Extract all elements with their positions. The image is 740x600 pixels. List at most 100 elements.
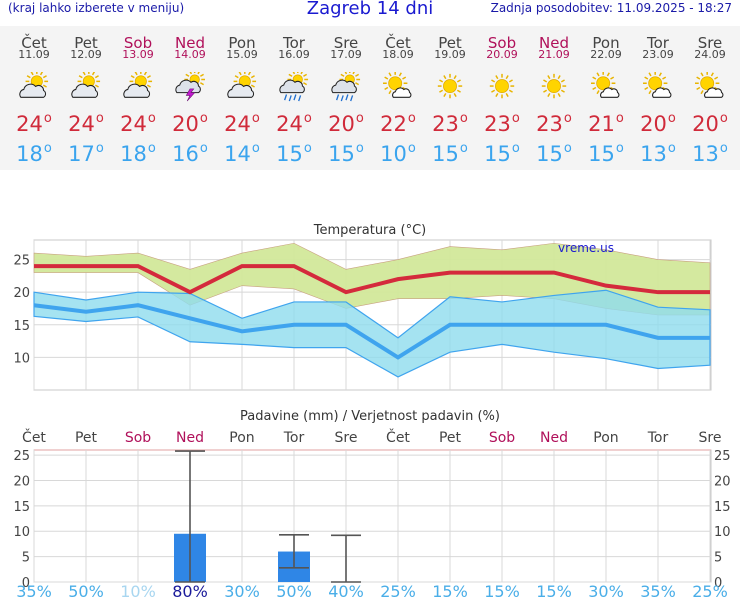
- sun-cloud-rain-icon: [279, 72, 309, 102]
- precipitation-probability-label: 25%: [692, 582, 728, 600]
- min-temperature: 18o: [112, 141, 164, 166]
- precipitation-day-label: Sre: [699, 430, 722, 446]
- precipitation-y-tick-label-left: 15: [13, 500, 30, 515]
- day-name: Pet: [438, 34, 462, 52]
- last-update: Zadnja posodobitev: 11.09.2025 - 18:27: [490, 1, 732, 15]
- precipitation-probability-label: 40%: [328, 582, 364, 600]
- page-title: Zagreb 14 dni: [306, 0, 434, 19]
- degree-sign: o: [251, 111, 260, 126]
- temperature-y-tick-label: 20: [13, 286, 30, 301]
- day-column: Pet 19.09 23o 15o: [424, 26, 476, 170]
- degree-sign: o: [459, 111, 468, 126]
- day-date: 21.09: [538, 48, 570, 61]
- location-menu-hint[interactable]: (kraj lahko izberete v meniju): [8, 1, 185, 15]
- precipitation-probability-label: 25%: [380, 582, 416, 600]
- precipitation-y-tick-label-right: 25: [714, 449, 731, 464]
- degree-sign: o: [563, 111, 572, 126]
- header: (kraj lahko izberete v meniju) Zagreb 14…: [0, 0, 740, 22]
- day-name: Pon: [592, 34, 620, 52]
- precipitation-probability-label: 30%: [588, 582, 624, 600]
- precipitation-day-label: Sre: [335, 430, 358, 446]
- temperature-y-tick-label: 25: [13, 254, 30, 269]
- day-date: 14.09: [174, 48, 206, 61]
- min-temperature: 13o: [632, 141, 684, 166]
- precipitation-day-label: Tor: [647, 430, 669, 446]
- temperature-y-tick-label: 15: [13, 319, 30, 334]
- degree-sign: o: [667, 141, 676, 156]
- min-temperature-value: 18: [120, 142, 147, 166]
- min-temperature-value: 14: [224, 142, 251, 166]
- min-temperature: 15o: [268, 141, 320, 166]
- min-temperature-line: [33, 303, 710, 360]
- degree-sign: o: [511, 111, 520, 126]
- degree-sign: o: [303, 111, 312, 126]
- max-temperature-value: 24: [120, 112, 147, 136]
- day-name: Tor: [647, 34, 669, 52]
- precipitation-day-label: Ned: [176, 430, 204, 446]
- day-date: 23.09: [642, 48, 674, 61]
- sun-small-cloud-icon: [695, 72, 724, 98]
- sun-icon: [541, 73, 567, 99]
- vreme-watermark: vreme.us: [558, 241, 614, 255]
- max-temperature: 23o: [528, 111, 580, 136]
- sun-small-cloud-icon: [591, 72, 620, 98]
- precipitation-y-tick-label-right: 15: [714, 500, 731, 515]
- day-date: 15.09: [226, 48, 258, 61]
- degree-sign: o: [95, 111, 104, 126]
- precipitation-probability-label: 15%: [432, 582, 468, 600]
- max-temperature-value: 20: [328, 112, 355, 136]
- degree-sign: o: [615, 111, 624, 126]
- sun-small-cloud-icon: [643, 72, 672, 98]
- degree-sign: o: [147, 111, 156, 126]
- precipitation-day-label: Sob: [125, 430, 151, 446]
- precipitation-day-label: Čet: [22, 428, 46, 446]
- degree-sign: o: [407, 111, 416, 126]
- degree-sign: o: [251, 141, 260, 156]
- min-temperature: 14o: [216, 141, 268, 166]
- min-temperature-value: 15: [276, 142, 303, 166]
- precipitation-y-tick-label-right: 10: [714, 525, 731, 540]
- max-temperature-value: 20: [172, 112, 199, 136]
- day-column: Ned 21.09 23o 15o: [528, 26, 580, 170]
- precipitation-day-label: Tor: [283, 430, 305, 446]
- precipitation-y-tick-label-left: 0: [22, 576, 30, 591]
- max-temperature-value: 24: [276, 112, 303, 136]
- day-name: Čet: [385, 34, 411, 52]
- degree-sign: o: [719, 111, 728, 126]
- thunderstorm-icon: [175, 72, 205, 102]
- max-temperature: 20o: [632, 111, 684, 136]
- precipitation-day-label: Pon: [229, 430, 254, 446]
- precipitation-probability-label: 80%: [172, 582, 208, 600]
- max-temperature-value: 23: [484, 112, 511, 136]
- precipitation-plot-area: [33, 449, 712, 583]
- precipitation-day-label: Ned: [540, 430, 568, 446]
- precipitation-y-tick-label-left: 5: [22, 551, 30, 566]
- precipitation-day-label: Čet: [386, 428, 410, 446]
- min-temperature: 13o: [684, 141, 736, 166]
- max-temperature: 20o: [164, 111, 216, 136]
- degree-sign: o: [147, 141, 156, 156]
- sun-cloud-icon: [19, 72, 49, 98]
- max-temperature-line: [34, 264, 710, 295]
- sun-cloud-icon: [123, 72, 153, 98]
- min-temperature-value: 16: [172, 142, 199, 166]
- min-temperature: 18o: [8, 141, 60, 166]
- precipitation-chart-title: Padavine (mm) / Verjetnost padavin (%): [240, 409, 500, 424]
- min-temperature-value: 18: [16, 142, 43, 166]
- degree-sign: o: [459, 141, 468, 156]
- day-column: Sob 20.09 23o 15o: [476, 26, 528, 170]
- day-name: Čet: [21, 34, 47, 52]
- day-column: Ned 14.09 20o 16o: [164, 26, 216, 170]
- max-temperature: 20o: [320, 111, 372, 136]
- degree-sign: o: [43, 141, 52, 156]
- min-temperature-value: 17: [68, 142, 95, 166]
- precipitation-y-tick-label-right: 0: [714, 576, 722, 591]
- precipitation-probability-label: 30%: [224, 582, 260, 600]
- min-temperature-value: 10: [380, 142, 407, 166]
- degree-sign: o: [43, 111, 52, 126]
- precipitation-probability-label: 50%: [68, 582, 104, 600]
- day-date: 13.09: [122, 48, 154, 61]
- sun-cloud-rain-icon: [331, 72, 361, 102]
- precipitation-y-tick-label-left: 10: [13, 525, 30, 540]
- max-temperature-value: 21: [588, 112, 615, 136]
